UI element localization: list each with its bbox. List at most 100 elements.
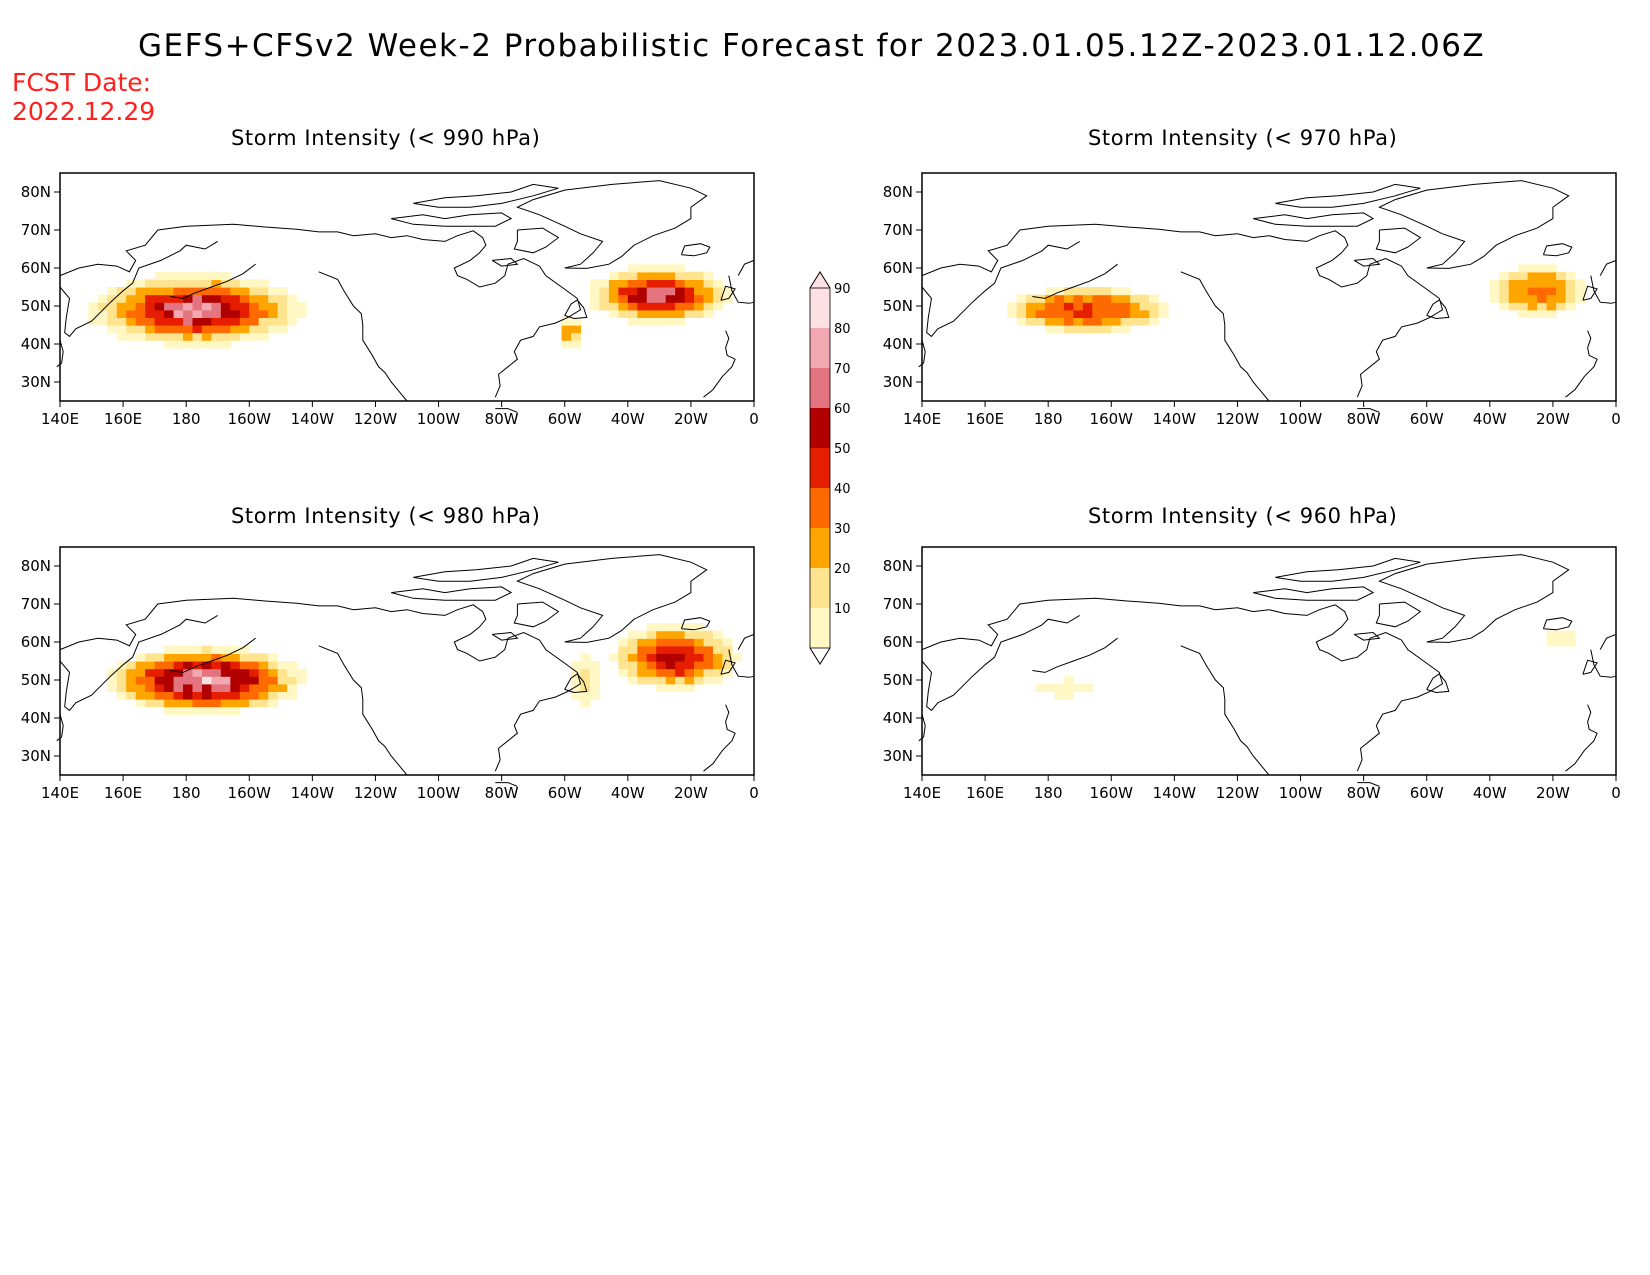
probability-cell — [220, 645, 231, 654]
probability-cell — [277, 683, 288, 692]
probability-cell — [1546, 264, 1557, 273]
colorbar-swatch — [810, 488, 830, 528]
probability-cell — [665, 279, 676, 288]
probability-cell — [211, 287, 222, 296]
probability-cell — [192, 699, 203, 708]
probability-cell — [211, 340, 222, 349]
probability-cell — [637, 302, 648, 311]
probability-cell — [675, 309, 686, 318]
probability-cell — [1101, 309, 1112, 318]
probability-cell — [1527, 287, 1538, 296]
colorbar-swatch — [810, 288, 830, 328]
probability-cell — [211, 683, 222, 692]
probability-cell — [1574, 287, 1586, 296]
probability-cell — [712, 302, 724, 311]
probability-cell — [637, 287, 648, 296]
probability-cell — [201, 302, 213, 311]
probability-cell — [694, 653, 705, 662]
probability-cell — [637, 653, 648, 662]
probability-cell — [1054, 294, 1065, 303]
probability-cell — [258, 317, 269, 326]
coastline — [413, 183, 559, 208]
probability-cell — [116, 691, 127, 700]
probability-cell — [287, 309, 298, 318]
lon-label: 60W — [1410, 784, 1444, 802]
probability-cell — [1139, 317, 1150, 326]
probability-cell — [164, 294, 175, 303]
lon-label: 160W — [228, 410, 272, 428]
probability-cell — [183, 340, 194, 349]
probability-cell — [201, 309, 213, 318]
probability-cell — [1556, 279, 1567, 288]
probability-cell — [249, 309, 260, 318]
coastline — [1275, 183, 1421, 208]
probability-cell — [126, 332, 137, 341]
probability-cell — [154, 317, 165, 326]
probability-cell — [173, 317, 184, 326]
coastline — [1032, 263, 1118, 299]
probability-cell — [201, 271, 213, 280]
probability-cell — [249, 699, 260, 708]
coastline — [1590, 275, 1617, 304]
probability-cell — [154, 294, 165, 303]
probability-cell — [1063, 325, 1075, 334]
probability-cell — [703, 676, 714, 685]
probability-cell — [220, 683, 231, 692]
probability-cell — [665, 271, 676, 280]
lon-label: 80W — [485, 784, 519, 802]
probability-cell — [154, 279, 165, 288]
probability-cell — [239, 691, 250, 700]
lon-label: 120W — [1216, 784, 1260, 802]
probability-cell — [164, 661, 175, 670]
probability-cell — [97, 302, 108, 311]
probability-cell — [249, 302, 260, 311]
probability-cell — [656, 630, 667, 639]
probability-cell — [1565, 638, 1576, 647]
probability-cell — [296, 309, 307, 318]
lon-label: 40W — [1473, 784, 1507, 802]
probability-cell — [201, 332, 213, 341]
probability-cell — [211, 668, 222, 677]
probability-cell — [145, 683, 156, 692]
colorbar-label: 30 — [834, 522, 851, 537]
probability-cell — [580, 676, 591, 685]
probability-cell — [675, 630, 686, 639]
probability-cell — [230, 699, 241, 708]
probability-cell — [675, 645, 686, 654]
probability-cell — [646, 279, 657, 288]
probability-cell — [1026, 294, 1037, 303]
probability-cell — [258, 309, 269, 318]
lon-label: 60W — [548, 410, 582, 428]
probability-cell — [703, 294, 714, 303]
probability-cell — [249, 332, 260, 341]
probability-cell — [201, 676, 213, 685]
probability-cell — [1035, 309, 1046, 318]
probability-cell — [675, 287, 686, 296]
coastlines — [918, 180, 1617, 413]
probability-cell — [627, 294, 638, 303]
coastline — [1599, 633, 1617, 650]
probability-cell — [580, 691, 591, 700]
coastlines — [56, 554, 755, 787]
probability-cell — [154, 287, 165, 296]
probability-cell — [97, 317, 108, 326]
map-panel-980: 140E 160E 180 160W 140W 120W 100W 80W 60W 40W 20W 0… — [21, 546, 759, 802]
probability-cell — [268, 653, 279, 662]
probability-cell — [154, 699, 165, 708]
probability-cell — [1111, 309, 1122, 318]
probability-cell — [211, 309, 222, 318]
coastline — [1253, 212, 1375, 227]
probability-cell — [637, 264, 648, 273]
probability-cell — [107, 309, 118, 318]
probability-cell — [608, 653, 619, 662]
probability-cell — [1565, 279, 1576, 288]
probability-cell — [1518, 264, 1529, 273]
probability-cell — [646, 676, 657, 685]
probability-cell — [618, 294, 629, 303]
probability-cell — [268, 668, 279, 677]
probability-cell — [712, 638, 724, 647]
probability-cell — [1527, 264, 1538, 273]
probability-cell — [1537, 309, 1548, 318]
probability-cell — [627, 630, 638, 639]
probability-cell — [1092, 325, 1103, 334]
